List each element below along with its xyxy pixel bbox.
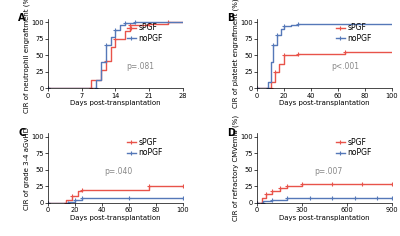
Text: A: A (18, 13, 26, 23)
Legend: sPGF, noPGF: sPGF, noPGF (126, 137, 163, 158)
X-axis label: Days post-transplantation: Days post-transplantation (70, 215, 161, 220)
Text: B: B (228, 13, 235, 23)
Legend: sPGF, noPGF: sPGF, noPGF (126, 23, 163, 43)
Text: p=.040: p=.040 (105, 167, 133, 176)
Y-axis label: CIR of refractory CMVemia (%): CIR of refractory CMVemia (%) (232, 115, 239, 221)
X-axis label: Days post-transplantation: Days post-transplantation (279, 215, 370, 220)
Text: p=.081: p=.081 (126, 62, 154, 71)
Y-axis label: CIR of neutrophil engraftment (%): CIR of neutrophil engraftment (%) (23, 0, 30, 113)
Text: p<.001: p<.001 (331, 62, 359, 71)
X-axis label: Days post-transplantation: Days post-transplantation (279, 100, 370, 106)
Text: D: D (228, 128, 236, 138)
Y-axis label: CIR of platelet engraftment (%): CIR of platelet engraftment (%) (232, 0, 239, 108)
Text: p=.007: p=.007 (314, 167, 342, 176)
Y-axis label: CIR of grade 3-4 aGvHD: CIR of grade 3-4 aGvHD (24, 127, 30, 210)
Legend: sPGF, noPGF: sPGF, noPGF (335, 23, 372, 43)
X-axis label: Days post-transplantation: Days post-transplantation (70, 100, 161, 106)
Legend: sPGF, noPGF: sPGF, noPGF (335, 137, 372, 158)
Text: C: C (18, 128, 26, 138)
